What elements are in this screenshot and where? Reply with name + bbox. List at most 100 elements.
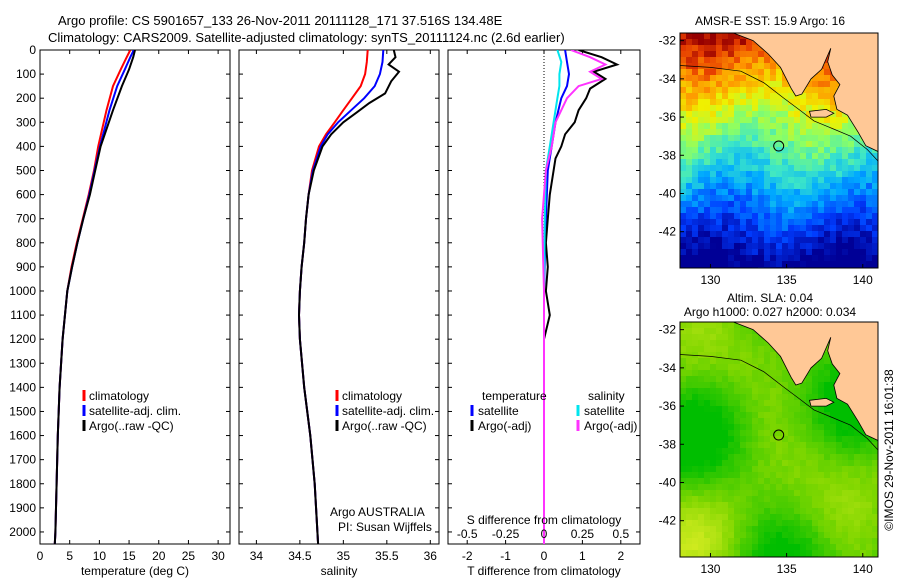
map-cell (716, 57, 723, 64)
map-cell (716, 147, 723, 154)
map-cell (764, 382, 771, 389)
map-cell (746, 75, 753, 82)
map-cell (680, 400, 687, 407)
map-cell (860, 141, 867, 148)
map-x-tick-label: 130 (700, 273, 720, 287)
map-cell (788, 484, 795, 491)
map-cell (788, 117, 795, 124)
map-cell (752, 165, 759, 172)
map-cell (782, 171, 789, 178)
map-cell (734, 358, 741, 365)
map-cell (680, 99, 687, 106)
map-cell (722, 87, 729, 94)
map-cell (818, 117, 825, 124)
map-cell (704, 249, 711, 256)
map-cell (806, 382, 813, 389)
map-cell (764, 550, 771, 557)
map-cell (764, 436, 771, 443)
map-cell (704, 442, 711, 449)
sla-map-title-line2: Argo h1000: 0.027 h2000: 0.034 (684, 305, 856, 319)
map-cell (686, 255, 693, 262)
map-cell (704, 328, 711, 335)
map-cell (740, 147, 747, 154)
map-cell (854, 550, 861, 557)
map-cell (716, 538, 723, 545)
map-cell (800, 382, 807, 389)
map-cell (746, 358, 753, 365)
map-cell (710, 51, 717, 58)
map-cell (680, 141, 687, 148)
map-cell (776, 358, 783, 365)
map-cell (782, 454, 789, 461)
map-cell (788, 111, 795, 118)
map-cell (776, 514, 783, 521)
figure-title-line1: Argo profile: CS 5901657_133 26-Nov-2011… (58, 13, 503, 28)
map-cell (686, 484, 693, 491)
map-cell (716, 394, 723, 401)
map-cell (818, 412, 825, 419)
map-cell (752, 219, 759, 226)
map-cell (806, 105, 813, 112)
map-cell (740, 508, 747, 515)
map-cell (842, 508, 849, 515)
map-cell (830, 177, 837, 184)
map-cell (812, 514, 819, 521)
map-cell (722, 147, 729, 154)
map-cell (740, 51, 747, 58)
map-cell (776, 508, 783, 515)
map-cell (782, 418, 789, 425)
map-cell (746, 406, 753, 413)
map-cell (824, 147, 831, 154)
map-cell (746, 514, 753, 521)
map-cell (734, 75, 741, 82)
map-cell (806, 550, 813, 557)
map-cell (824, 394, 831, 401)
map-cell (872, 496, 878, 503)
map-cell (836, 460, 843, 467)
map-cell (782, 508, 789, 515)
map-cell (758, 388, 765, 395)
map-cell (836, 502, 843, 509)
map-cell (782, 412, 789, 419)
map-cell (788, 243, 795, 250)
map-cell (698, 75, 705, 82)
map-cell (806, 153, 813, 160)
map-cell (734, 502, 741, 509)
map-cell (716, 81, 723, 88)
map-cell (788, 544, 795, 551)
map-cell (710, 400, 717, 407)
map-cell (776, 213, 783, 220)
map-cell (698, 436, 705, 443)
map-cell (824, 436, 831, 443)
map-cell (680, 466, 687, 473)
map-cell (746, 328, 753, 335)
map-cell (686, 141, 693, 148)
map-cell (752, 243, 759, 250)
map-cell (866, 165, 873, 172)
map-cell (788, 478, 795, 485)
map-cell (782, 117, 789, 124)
map-cell (710, 376, 717, 383)
map-cell (710, 183, 717, 190)
map-cell (818, 165, 825, 172)
map-cell (776, 400, 783, 407)
map-cell (764, 219, 771, 226)
map-cell (740, 189, 747, 196)
map-cell (788, 165, 795, 172)
map-cell (836, 454, 843, 461)
map-cell (740, 171, 747, 178)
map-cell (698, 261, 705, 268)
map-cell (710, 382, 717, 389)
map-cell (812, 201, 819, 208)
map-cell (794, 514, 801, 521)
map-cell (728, 255, 735, 262)
map-cell (686, 219, 693, 226)
map-cell (710, 388, 717, 395)
map-cell (710, 328, 717, 335)
map-cell (728, 502, 735, 509)
map-cell (680, 201, 687, 208)
map-cell (842, 165, 849, 172)
map-cell (734, 63, 741, 70)
map-cell (794, 171, 801, 178)
map-cell (692, 255, 699, 262)
